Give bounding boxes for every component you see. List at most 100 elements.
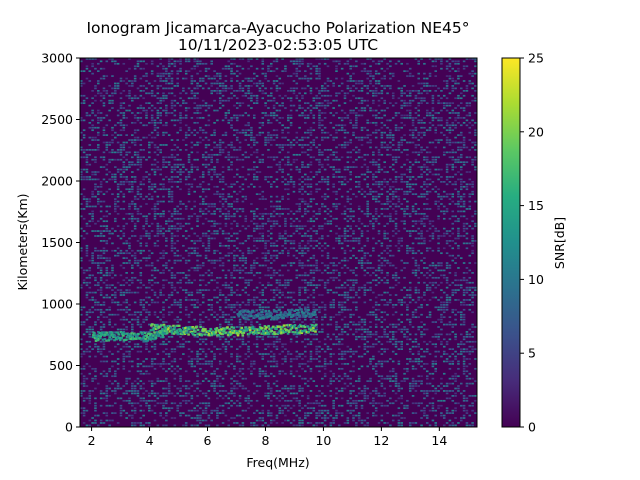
heatmap-noise-cell: [142, 392, 145, 395]
heatmap-noise-cell: [309, 244, 313, 247]
heatmap-noise-cell: [133, 392, 137, 395]
heatmap-noise-cell: [233, 72, 236, 75]
heatmap-noise-cell: [99, 404, 103, 407]
heatmap-noise-cell: [244, 409, 248, 412]
heatmap-noise-cell: [230, 377, 233, 380]
heatmap-noise-cell: [170, 370, 174, 373]
heatmap-noise-cell: [187, 188, 191, 191]
heatmap-noise-cell: [210, 60, 213, 63]
heatmap-noise-cell: [99, 225, 103, 227]
heatmap-noise-cell: [133, 151, 137, 154]
heatmap-noise-cell: [255, 97, 259, 100]
heatmap-noise-cell: [190, 80, 194, 82]
heatmap-noise-cell: [321, 385, 324, 387]
heatmap-noise-cell: [133, 390, 137, 392]
heatmap-noise-cell: [204, 62, 208, 65]
heatmap-noise-cell: [301, 419, 304, 422]
heatmap-noise-cell: [261, 198, 265, 200]
heatmap-noise-cell: [340, 77, 344, 80]
heatmap-noise-cell: [306, 77, 310, 80]
heatmap-noise-cell: [193, 190, 196, 193]
heatmap-noise-cell: [321, 316, 324, 319]
heatmap-noise-cell: [128, 208, 131, 210]
heatmap-noise-cell: [190, 185, 194, 188]
heatmap-noise-cell: [213, 387, 216, 390]
heatmap-noise-cell: [145, 291, 148, 294]
heatmap-noise-cell: [326, 156, 330, 159]
heatmap-noise-cell: [133, 139, 137, 141]
heatmap-noise-cell: [321, 365, 324, 368]
heatmap-noise-cell: [338, 272, 341, 274]
heatmap-noise-cell: [145, 348, 148, 350]
heatmap-noise-cell: [224, 217, 228, 220]
heatmap-noise-cell: [165, 407, 168, 410]
heatmap-noise-cell: [173, 262, 177, 264]
heatmap-noise-cell: [179, 158, 182, 161]
heatmap-noise-cell: [289, 124, 293, 127]
heatmap-noise-cell: [111, 149, 114, 151]
heatmap-noise-cell: [159, 252, 162, 255]
heatmap-noise-cell: [318, 409, 321, 412]
heatmap-noise-cell: [298, 390, 301, 392]
heatmap-noise-cell: [221, 269, 225, 272]
heatmap-noise-cell: [213, 77, 216, 80]
heatmap-noise-cell: [304, 289, 307, 291]
heatmap-noise-cell: [338, 333, 341, 336]
heatmap-noise-cell: [216, 230, 219, 232]
heatmap-noise-cell: [116, 109, 120, 112]
heatmap-noise-cell: [340, 294, 344, 296]
heatmap-noise-cell: [165, 114, 168, 117]
heatmap-noise-cell: [281, 363, 284, 365]
heatmap-noise-cell: [133, 117, 137, 119]
heatmap-noise-cell: [116, 328, 120, 331]
heatmap-noise-cell: [295, 257, 299, 259]
heatmap-noise-cell: [298, 306, 301, 309]
heatmap-noise-cell: [153, 244, 157, 247]
heatmap-noise-cell: [309, 109, 313, 112]
heatmap-noise-cell: [321, 89, 324, 92]
heatmap-noise-cell: [309, 92, 313, 95]
heatmap-noise-cell: [162, 183, 165, 186]
heatmap-noise-cell: [193, 97, 196, 100]
heatmap-noise-cell: [235, 338, 239, 341]
heatmap-noise-cell: [218, 151, 222, 154]
heatmap-noise-cell: [170, 99, 174, 102]
heatmap-noise-cell: [247, 129, 250, 132]
heatmap-noise-cell: [343, 141, 347, 144]
heatmap-noise-cell: [82, 102, 86, 104]
heatmap-noise-cell: [343, 294, 347, 296]
heatmap-noise-cell: [99, 200, 103, 203]
heatmap-noise-cell: [170, 149, 174, 151]
heatmap-noise-cell: [102, 257, 106, 259]
heatmap-noise-cell: [252, 412, 256, 414]
heatmap-noise-cell: [218, 153, 222, 156]
heatmap-noise-cell: [128, 247, 131, 250]
heatmap-noise-cell: [335, 70, 338, 73]
heatmap-noise-cell: [298, 126, 301, 129]
heatmap-noise-cell: [128, 304, 131, 306]
heatmap-noise-cell: [250, 323, 253, 326]
heatmap-noise-cell: [88, 365, 92, 368]
heatmap-noise-cell: [244, 321, 248, 323]
heatmap-noise-cell: [204, 395, 208, 397]
heatmap-noise-cell: [227, 168, 231, 171]
heatmap-noise-cell: [114, 158, 117, 161]
heatmap-noise-cell: [190, 294, 194, 296]
heatmap-noise-cell: [131, 215, 134, 218]
heatmap-noise-cell: [116, 82, 120, 85]
heatmap-noise-cell: [235, 173, 239, 176]
heatmap-noise-cell: [105, 134, 109, 136]
heatmap-noise-cell: [218, 244, 222, 247]
heatmap-noise-cell: [94, 299, 97, 301]
heatmap-noise-cell: [170, 200, 174, 203]
heatmap-noise-cell: [227, 151, 231, 154]
heatmap-noise-cell: [230, 77, 233, 80]
heatmap-noise-cell: [318, 124, 321, 127]
heatmap-noise-cell: [159, 200, 162, 203]
heatmap-noise-cell: [82, 279, 86, 282]
heatmap-noise-cell: [159, 291, 162, 294]
heatmap-noise-cell: [111, 107, 114, 109]
heatmap-noise-cell: [267, 252, 270, 255]
heatmap-noise-cell: [170, 171, 174, 173]
heatmap-noise-cell: [227, 237, 231, 240]
